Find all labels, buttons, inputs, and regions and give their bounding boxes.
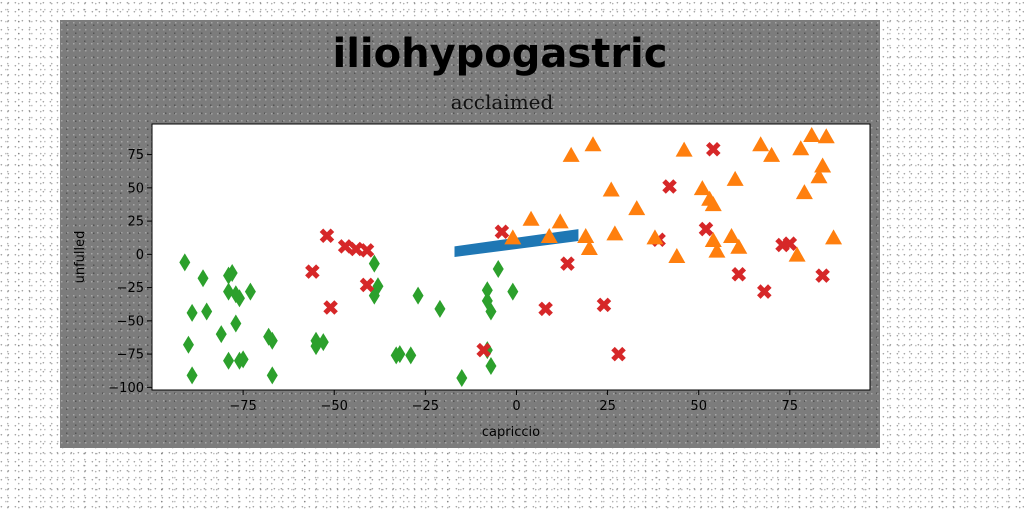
x-tick-label: 0 [512,399,520,414]
y-tick-label: −100 [108,381,144,396]
y-tick-label: −50 [117,314,144,329]
chart-panel: iliohypogastric acclaimed −75 −50 −25 0 25 50… [60,20,880,448]
x-tick-label: −25 [412,399,439,414]
chart-subtitle: acclaimed [451,90,554,114]
scatter-chart: iliohypogastric acclaimed −75 −50 −25 0 25 50… [60,20,880,448]
y-tick-label: −75 [117,348,144,363]
chart-title: iliohypogastric [333,31,668,77]
x-tick-label: 75 [782,399,799,414]
x-tick-label: 25 [599,399,616,414]
x-tick-label: 50 [690,399,707,414]
y-tick-label: 0 [136,248,144,263]
y-tick-label: 50 [127,181,144,196]
y-tick-label: 75 [127,148,144,163]
y-tick-label: −25 [117,281,144,296]
x-tick-label: −50 [321,399,348,414]
x-tick-label: −75 [229,399,256,414]
x-axis-label: capriccio [482,425,540,440]
plot-area [152,124,870,390]
y-tick-label: 25 [127,215,144,230]
y-axis-label: unfulled [73,231,88,284]
